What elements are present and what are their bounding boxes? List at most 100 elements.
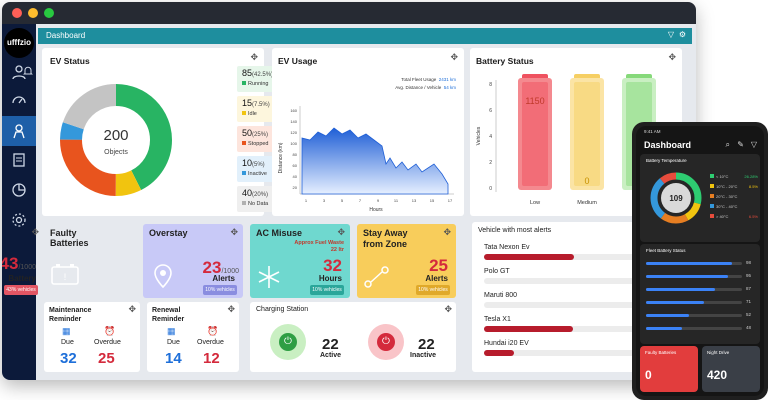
usage-ytick: 80	[293, 152, 298, 157]
overstay-pct[interactable]: 10% vehicles	[203, 285, 237, 295]
phone-drive-card[interactable]: Night Drive 420	[702, 346, 760, 392]
phone-edit-icon[interactable]: ✎	[737, 140, 744, 149]
brand-logo: ufffzio	[4, 28, 34, 58]
active-charger-badge: ⏻	[270, 324, 306, 360]
svg-text:!: !	[64, 272, 67, 282]
ac-misuse-sub: Hours	[318, 274, 342, 283]
maintenance-title: Maintenance Reminder	[49, 307, 92, 323]
inactive-charger-badge: ⏻	[368, 324, 404, 360]
move-icon[interactable]: ✥	[230, 227, 238, 237]
phone-search-icon[interactable]: ⌕	[725, 140, 730, 149]
phone-faulty-value: 0	[645, 368, 652, 382]
battery-ylabel: Vehicles	[476, 126, 482, 145]
phone-title: Dashboard	[644, 140, 692, 150]
alert-progress-track	[484, 254, 648, 260]
maintenance-reminder-card: Maintenance Reminder ✥ ▦ ⏰ Due Overdue 32…	[44, 302, 140, 372]
overstay-tile[interactable]: Overstay ✥ 23/1000 Alerts 10% vehicles	[143, 224, 243, 298]
battery-ytick: 4	[489, 134, 492, 140]
maximize-dot[interactable]	[44, 8, 54, 18]
maintenance-overdue-value: 25	[98, 350, 115, 367]
alert-progress-track	[484, 350, 648, 356]
phone-faulty-card[interactable]: Faulty Batteries 0	[640, 346, 698, 392]
move-icon[interactable]: ✥	[128, 304, 136, 314]
move-icon[interactable]: ✥	[250, 52, 258, 62]
move-icon[interactable]: ✥	[337, 227, 345, 237]
phone-filter-icon[interactable]: ▽	[750, 140, 757, 149]
filter-icon[interactable]: ▽	[667, 30, 674, 39]
move-icon[interactable]: ✥	[450, 52, 458, 62]
alert-progress-fill	[484, 254, 575, 260]
charging-inactive-value: 22	[418, 336, 435, 353]
driver-icon[interactable]	[11, 123, 27, 139]
phone-fleet-fill	[646, 327, 683, 330]
move-icon[interactable]: ✥	[31, 227, 39, 237]
phone-drive-value: 420	[707, 368, 728, 382]
usage-ylabel: Distance (km)	[278, 142, 284, 173]
phone-mockup: 9:41 AM Dashboard ⌕ ✎ ▽ Battery Temperat…	[632, 122, 768, 400]
phone-fleet-fill	[646, 262, 733, 265]
charger-plug-icon: ⏻	[377, 333, 395, 351]
phone-temp-title: Battery Temperature	[646, 158, 687, 163]
usage-ytick: 140	[290, 119, 297, 124]
close-dot[interactable]	[12, 8, 22, 18]
maintenance-overdue-label: Overdue	[94, 339, 121, 346]
ac-misuse-title: AC Misuse	[256, 228, 303, 238]
move-icon[interactable]: ✥	[444, 304, 452, 314]
donut-segment-nodata	[60, 84, 172, 196]
renewal-due-label: Due	[167, 339, 180, 346]
move-icon[interactable]: ✥	[443, 227, 451, 237]
minimize-dot[interactable]	[28, 8, 38, 18]
charging-inactive-label: Inactive	[410, 352, 437, 359]
donut-segment-stopped	[60, 84, 172, 196]
battery-ytick: 8	[489, 82, 492, 88]
usage-ytick: 120	[290, 130, 297, 135]
user-icon[interactable]	[11, 64, 27, 80]
ac-misuse-pct[interactable]: 10% vehicles	[310, 285, 344, 295]
sidebar: ufffzio	[2, 24, 36, 380]
charging-station-card: Charging Station ✥ ⏻ 22 Active ⏻ 22 Inac…	[250, 302, 456, 372]
battery-ytick: 2	[489, 160, 492, 166]
charging-active-label: Active	[320, 352, 342, 359]
battery-ytick: 6	[489, 108, 492, 114]
overstay-total: /1000	[221, 268, 239, 275]
phone-fleet-value: 98	[746, 260, 752, 265]
ev-usage-card: EV Usage ✥ Total Fleet Usage 2431 km Avg…	[272, 48, 464, 216]
ac-misuse-tile[interactable]: AC Misuse ✥ Approx Fuel Waste 22 ltr 32 H…	[250, 224, 350, 298]
move-icon[interactable]: ✥	[227, 304, 235, 314]
battery-bar-label: Medium	[577, 200, 597, 206]
overstay-value: 23	[202, 258, 222, 277]
phone-fleet-track	[646, 288, 742, 291]
maintenance-due-value: 32	[60, 350, 77, 367]
ev-usage-title: EV Usage	[278, 56, 318, 66]
stay-away-tile[interactable]: Stay Away from Zone ✥ 25 Alerts 10% vehic…	[357, 224, 456, 298]
stay-away-sub: Alerts	[425, 274, 448, 283]
charging-station-title: Charging Station	[256, 306, 309, 313]
stay-away-pct[interactable]: 10% vehicles	[416, 285, 450, 295]
usage-ytick: 160	[290, 108, 297, 113]
document-icon[interactable]	[11, 152, 27, 168]
battery-bar-value: 1150	[525, 96, 544, 106]
avg-distance-label: Avg. Distance / Vehicle	[395, 85, 442, 90]
gear-icon[interactable]: ⚙	[678, 30, 686, 39]
phone-fleet-value: 52	[746, 312, 752, 317]
donut-center-label: Objects	[104, 149, 128, 156]
usage-xtick: 3	[323, 198, 326, 203]
calendar-icon: ▦	[62, 326, 71, 336]
alert-progress-fill	[484, 326, 573, 332]
faulty-batteries-pct[interactable]: 43% vehicles	[4, 285, 38, 295]
phone-fleet-value: 71	[746, 299, 752, 304]
usage-area	[301, 127, 449, 195]
bell-icon[interactable]	[22, 64, 34, 78]
pie-chart-icon[interactable]	[11, 182, 27, 198]
battery-bar-label: Low	[530, 200, 540, 206]
phone-temp-row: 10°C - 20°C 8.5%	[710, 184, 758, 192]
route-icon	[364, 266, 389, 288]
move-icon[interactable]: ✥	[668, 52, 676, 62]
renewal-reminder-card: Renewal Reminder ✥ ▦ ⏰ Due Overdue 14 12	[147, 302, 239, 372]
ev-status-donut: 200 Objects	[60, 84, 172, 196]
usage-ytick: 100	[290, 141, 297, 146]
settings-icon[interactable]	[11, 212, 27, 228]
speedometer-icon[interactable]	[11, 92, 27, 108]
phone-temp-row: < 10°C 26.28%	[710, 174, 758, 182]
fuel-waste-note: Approx Fuel Waste 22 ltr	[294, 240, 344, 253]
